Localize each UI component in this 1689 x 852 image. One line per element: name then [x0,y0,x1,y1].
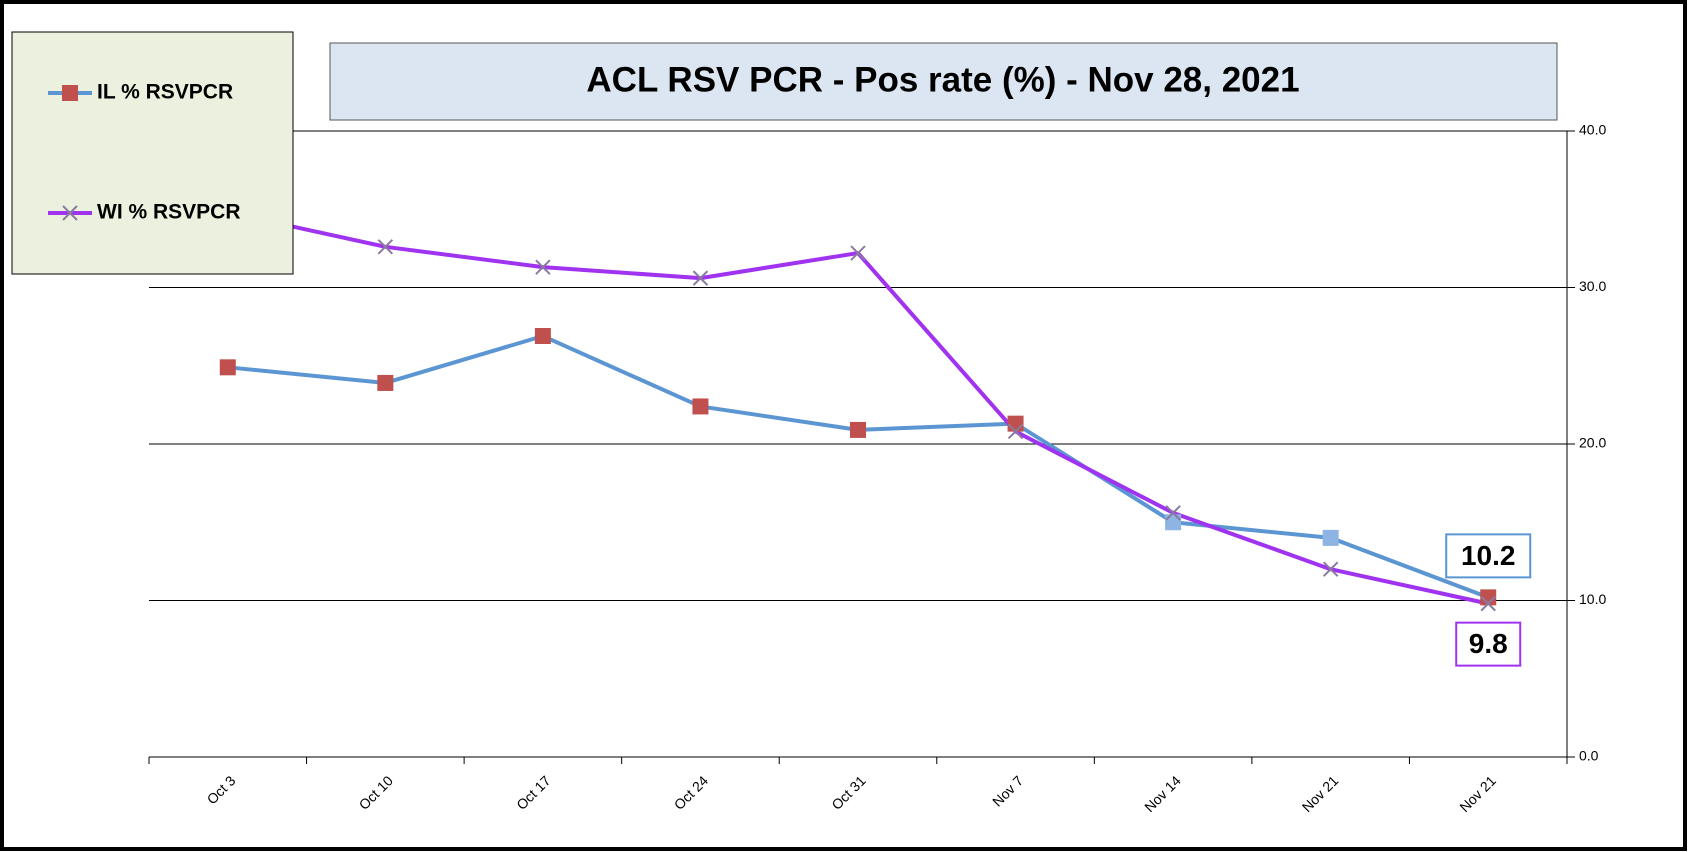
marker [692,270,709,286]
data-label-box [1455,621,1522,667]
marker [1322,561,1339,577]
legend-label: WI % RSVPCR [97,201,241,224]
marker [1322,529,1339,546]
marker [377,239,394,255]
legend-marker [62,85,78,101]
marker [1007,415,1024,432]
marker [850,245,866,261]
marker [692,398,709,415]
data-label-box [1445,533,1532,579]
y-tick-label: 10.0 [1579,591,1606,607]
y-tick-label: 40.0 [1579,122,1606,138]
marker [535,259,551,275]
data-label: 10.2 [1461,540,1516,571]
data-label: 9.8 [1469,628,1508,659]
legend-marker [62,205,78,221]
title-box [329,42,1558,121]
marker [1007,423,1024,440]
y-tick-label: 20.0 [1579,435,1606,451]
marker [1165,505,1181,521]
marker [1480,595,1496,612]
marker [1480,589,1497,606]
marker [219,359,236,376]
marker [534,328,551,345]
marker [850,421,866,438]
marker [377,374,394,391]
y-tick-label: 0.0 [1579,748,1599,764]
marker [1165,514,1182,531]
legend-label: IL % RSVPCR [97,81,233,104]
chart-title: ACL RSV PCR - Pos rate (%) - Nov 28, 202… [586,60,1299,99]
y-tick-label: 30.0 [1579,278,1606,294]
legend [11,31,294,275]
